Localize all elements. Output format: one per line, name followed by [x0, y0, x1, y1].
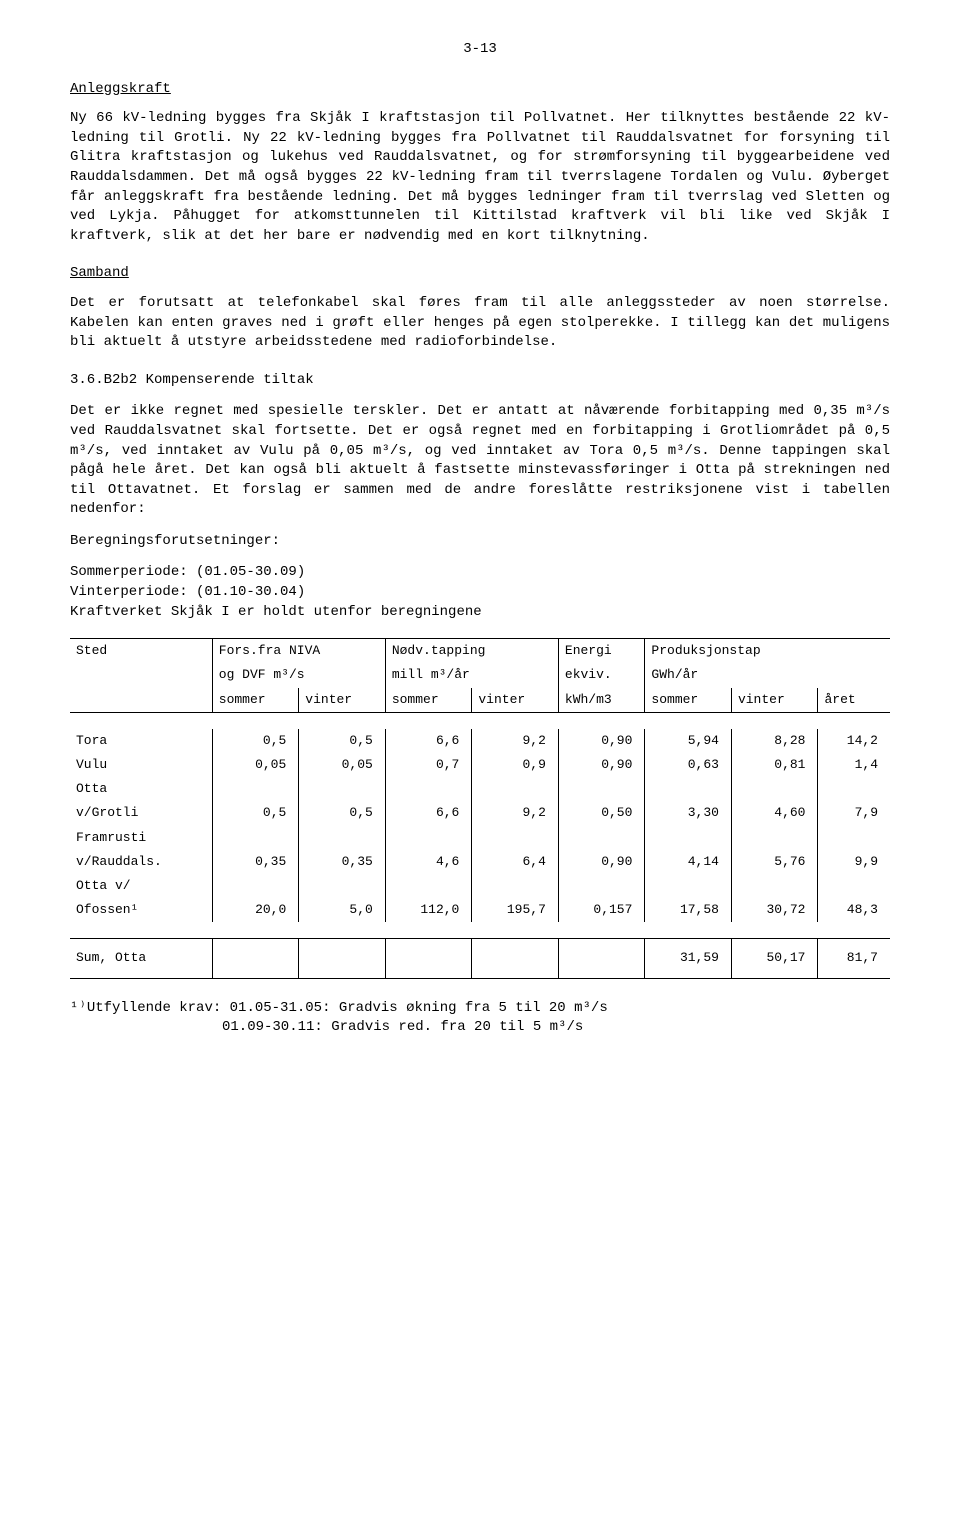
table-row: v/Rauddals.0,350,354,66,40,904,145,769,9	[70, 850, 890, 874]
heading-samband: Samband	[70, 264, 890, 284]
para-anleggskraft: Ny 66 kV-ledning bygges fra Skjåk I kraf…	[70, 109, 890, 246]
table-row: v/Grotli0,50,56,69,20,503,304,607,9	[70, 801, 890, 825]
th-vinter2: vinter	[472, 688, 559, 713]
th-vinter1: vinter	[299, 688, 386, 713]
th-energi1: Energi	[558, 639, 645, 664]
th-fors2: og DVF m³/s	[212, 663, 385, 687]
th-sted: Sted	[70, 639, 212, 664]
table-row: Ofossen¹20,05,0112,0195,70,15717,5830,72…	[70, 898, 890, 922]
heading-kompenserende: 3.6.B2b2 Kompenserende tiltak	[70, 371, 890, 391]
sum-pa: 81,7	[818, 939, 890, 978]
th-sommer3: sommer	[645, 688, 732, 713]
page-number: 3-13	[70, 40, 890, 60]
table-row: Framrusti	[70, 826, 890, 850]
data-table: Sted Fors.fra NIVA Nødv.tapping Energi P…	[70, 638, 890, 978]
footnote: ¹⁾Utfyllende krav: 01.05-31.05: Gradvis …	[70, 999, 890, 1038]
bereg-label: Beregningsforutsetninger:	[70, 532, 890, 552]
th-nodv1: Nødv.tapping	[385, 639, 558, 664]
th-sommer2: sommer	[385, 688, 472, 713]
para-kompenserende: Det er ikke regnet med spesielle terskle…	[70, 402, 890, 520]
th-vinter3: vinter	[731, 688, 818, 713]
sum-pv: 50,17	[731, 939, 818, 978]
para-samband: Det er forutsatt at telefonkabel skal fø…	[70, 294, 890, 353]
th-kwh: kWh/m3	[558, 688, 645, 713]
table-row: Tora0,50,56,69,20,905,948,2814,2	[70, 729, 890, 753]
table-row: Otta	[70, 777, 890, 801]
sommerperiode: Sommerperiode: (01.05-30.09)	[70, 563, 890, 583]
th-prod1: Produksjonstap	[645, 639, 890, 664]
table-row: Otta v/	[70, 874, 890, 898]
sum-label: Sum, Otta	[70, 939, 212, 978]
footnote-line1: ¹⁾Utfyllende krav: 01.05-31.05: Gradvis …	[70, 999, 890, 1019]
th-fors1: Fors.fra NIVA	[212, 639, 385, 664]
kraftverket-note: Kraftverket Skjåk I er holdt utenfor ber…	[70, 603, 890, 623]
vinterperiode: Vinterperiode: (01.10-30.04)	[70, 583, 890, 603]
table-row: Vulu0,050,050,70,90,900,630,811,4	[70, 753, 890, 777]
footnote-line2: 01.09-30.11: Gradvis red. fra 20 til 5 m…	[70, 1018, 890, 1038]
th-nodv2: mill m³/år	[385, 663, 558, 687]
sum-ps: 31,59	[645, 939, 732, 978]
th-energi2: ekviv.	[558, 663, 645, 687]
th-sommer1: sommer	[212, 688, 299, 713]
th-prod2: GWh/år	[645, 663, 890, 687]
heading-anleggskraft: Anleggskraft	[70, 80, 890, 100]
th-aret: året	[818, 688, 890, 713]
